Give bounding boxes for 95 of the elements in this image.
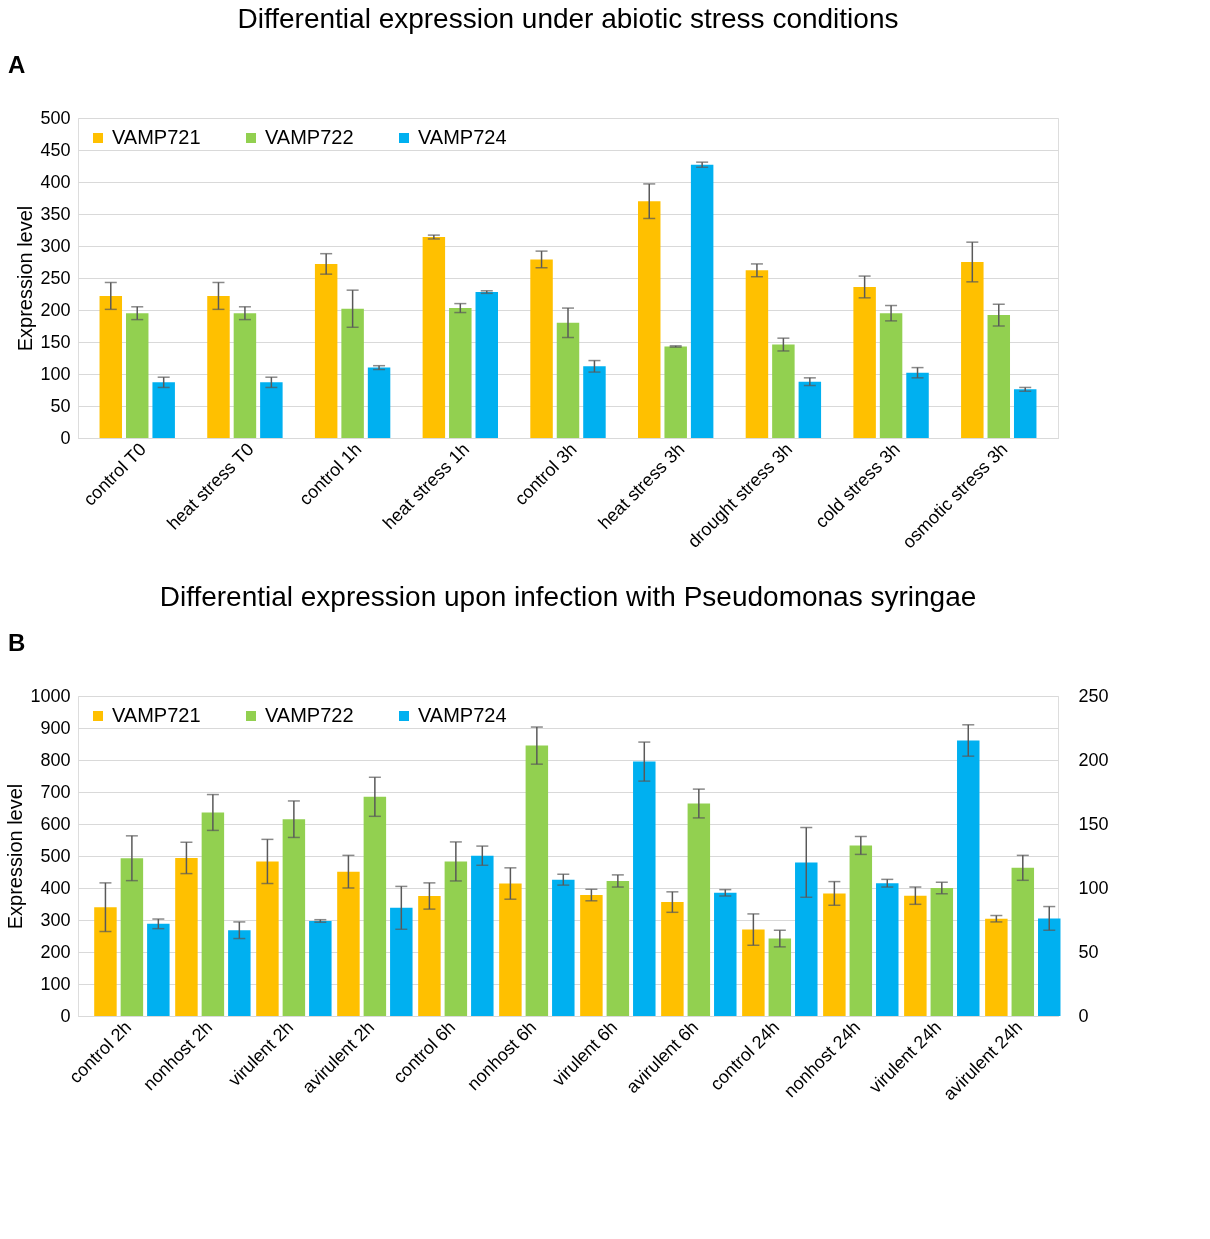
y2-tick-label: 50: [1078, 941, 1099, 962]
bar: [449, 308, 472, 438]
bar: [768, 938, 792, 1016]
legend-label: VAMP721: [112, 704, 201, 726]
bar: [147, 923, 170, 1016]
bar: [661, 902, 684, 1016]
y2-tick-label: 150: [1078, 813, 1109, 834]
bar: [853, 286, 876, 438]
bar: [742, 929, 765, 1016]
bar: [282, 819, 306, 1016]
bar: [120, 858, 144, 1016]
bar: [341, 308, 364, 438]
y-tick-label: 200: [40, 299, 71, 320]
bar: [904, 895, 927, 1016]
text: B: [8, 629, 26, 656]
y-tick-label: 600: [40, 813, 71, 834]
bar: [256, 861, 279, 1016]
bar: [664, 346, 687, 438]
y-tick-label: 0: [60, 1005, 71, 1026]
bar: [823, 893, 846, 1016]
bar: [175, 857, 198, 1016]
legend-label: VAMP724: [418, 704, 507, 726]
legend-label: VAMP724: [418, 126, 507, 148]
y2-tick-label: 0: [1078, 1005, 1089, 1026]
y-axis-title: Expression level: [14, 205, 37, 352]
bar: [471, 855, 494, 1016]
bar: [987, 315, 1011, 438]
legend-label: VAMP722: [265, 704, 354, 726]
bar: [99, 295, 123, 438]
y-tick-label: 100: [40, 973, 71, 994]
bar: [525, 745, 549, 1016]
y-tick-label: 900: [40, 717, 71, 738]
y-tick-label: 0: [60, 427, 71, 448]
y2-tick-label: 200: [1078, 749, 1109, 770]
bar: [499, 883, 522, 1016]
y-tick-label: 400: [40, 171, 71, 192]
text: A: [8, 51, 26, 78]
bar: [930, 888, 954, 1016]
bar: [906, 372, 929, 438]
y2-tick-label: 100: [1078, 877, 1109, 898]
chart-title: Differential expression under abiotic stress conditions: [237, 3, 899, 34]
bar: [583, 366, 606, 438]
bar: [606, 880, 630, 1016]
bar: [418, 896, 441, 1016]
bar: [879, 313, 903, 438]
bar: [363, 796, 387, 1016]
bar: [638, 201, 661, 438]
bar: [228, 930, 251, 1016]
y-tick-label: 250: [40, 267, 71, 288]
bar: [309, 920, 332, 1016]
bar: [687, 803, 711, 1016]
y-tick-label: 300: [40, 235, 71, 256]
bar: [530, 259, 553, 438]
bar: [390, 907, 413, 1016]
bar: [957, 740, 980, 1016]
chart-title: Differential expression upon infection with Pseudomonas syringae: [159, 581, 977, 612]
bar: [1011, 867, 1035, 1016]
y-tick-label: 500: [40, 107, 71, 128]
y-tick-label: 500: [40, 845, 71, 866]
bar: [633, 761, 656, 1016]
bar: [1038, 918, 1061, 1016]
bar: [961, 262, 984, 438]
bar: [233, 313, 257, 438]
y-tick-label: 200: [40, 941, 71, 962]
y2-tick-label: 250: [1078, 685, 1109, 706]
y-tick-label: 100: [40, 363, 71, 384]
y-tick-label: 50: [50, 395, 71, 416]
bar: [125, 313, 149, 438]
legend-label: VAMP721: [112, 126, 201, 148]
bar: [475, 292, 498, 438]
bar: [772, 344, 795, 438]
bar: [207, 295, 230, 438]
bar: [556, 322, 580, 438]
bar: [94, 907, 117, 1016]
y-tick-label: 400: [40, 877, 71, 898]
bar: [745, 270, 769, 438]
y-tick-label: 350: [40, 203, 71, 224]
bar: [552, 879, 575, 1016]
y-tick-label: 1000: [30, 685, 71, 706]
y-tick-label: 300: [40, 909, 71, 930]
bar: [337, 871, 360, 1016]
y-tick-label: 450: [40, 139, 71, 160]
y-tick-label: 700: [40, 781, 71, 802]
y-axis-title: Expression level: [4, 783, 27, 930]
bar: [580, 895, 603, 1016]
y-tick-label: 150: [40, 331, 71, 352]
bar: [314, 263, 338, 438]
bar: [260, 382, 283, 438]
bar: [152, 382, 175, 438]
legend-label: VAMP722: [265, 126, 354, 148]
bar: [444, 861, 468, 1016]
bar: [849, 845, 873, 1016]
bar: [795, 862, 818, 1016]
y-tick-label: 800: [40, 749, 71, 770]
bar: [201, 812, 225, 1016]
